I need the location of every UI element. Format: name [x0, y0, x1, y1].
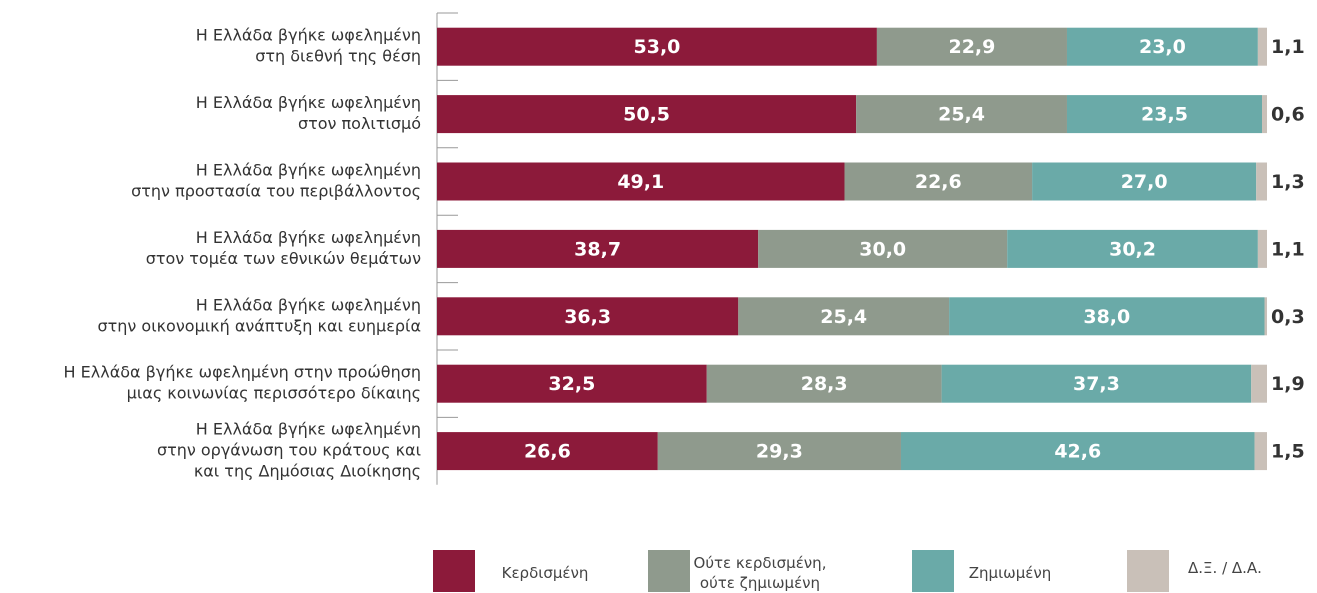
category-label: Η Ελλάδα βγήκε ωφελημένη	[196, 420, 421, 439]
value-label: 1,5	[1271, 441, 1305, 463]
value-label: 53,0	[634, 36, 681, 58]
value-label: 23,5	[1141, 104, 1188, 126]
bar-segment	[657, 432, 901, 471]
category-label: στην προστασία του περιβάλλοντος	[131, 182, 421, 201]
bar-segment	[437, 297, 739, 336]
bar-segment	[1066, 95, 1263, 134]
bar-segment	[1257, 229, 1267, 268]
bar-segment	[856, 95, 1067, 134]
legend-swatch	[912, 550, 954, 592]
value-label: 1,9	[1271, 373, 1305, 395]
bar-segment	[1254, 432, 1267, 471]
bar-segment	[876, 27, 1067, 66]
value-label: 36,3	[564, 306, 611, 328]
value-label: 25,4	[820, 306, 867, 328]
category-label: Η Ελλάδα βγήκε ωφελημένη	[196, 161, 421, 180]
bar-segment	[941, 364, 1252, 403]
category-label: στον τομέα των εθνικών θεμάτων	[146, 249, 421, 268]
bar-segment	[437, 95, 857, 134]
bar-segment	[1007, 229, 1258, 268]
value-label: 25,4	[938, 104, 985, 126]
category-label: Η Ελλάδα βγήκε ωφελημένη	[196, 93, 421, 112]
category-label: στον πολιτισμό	[298, 114, 421, 133]
bar-segment	[1264, 297, 1267, 336]
category-label: στη διεθνή της θέση	[255, 47, 421, 66]
bar-segment	[1032, 162, 1257, 201]
category-label: στην οργάνωση του κράτους και	[157, 441, 421, 460]
value-label: 1,1	[1271, 238, 1305, 260]
bar-segment	[758, 229, 1008, 268]
value-label: 23,0	[1139, 36, 1186, 58]
category-label: μιας κοινωνίας περισσότερο δίκαιης	[127, 384, 421, 403]
value-label: 27,0	[1121, 171, 1168, 193]
value-label: 1,3	[1271, 171, 1305, 193]
category-label: Η Ελλάδα βγήκε ωφελημένη	[196, 228, 421, 247]
value-label: 38,0	[1083, 306, 1130, 328]
bar-segment	[1262, 95, 1267, 134]
bar-segment	[1257, 27, 1267, 66]
value-label: 0,6	[1271, 104, 1305, 126]
legend-label: Δ.Ξ. / Δ.Α.	[1188, 559, 1262, 577]
value-label: 38,7	[574, 238, 621, 260]
value-label: 30,0	[859, 238, 906, 260]
category-label: Η Ελλάδα βγήκε ωφελημένη στην προώθηση	[64, 363, 421, 382]
value-label: 49,1	[617, 171, 664, 193]
value-label: 30,2	[1109, 238, 1156, 260]
bar-segment	[738, 297, 950, 336]
category-label: στην οικονομική ανάπτυξη και ευημερία	[97, 316, 421, 335]
bar-segment	[437, 364, 707, 403]
bar-segment	[949, 297, 1265, 336]
bar-segment	[900, 432, 1255, 471]
value-label: 28,3	[801, 373, 848, 395]
bar-segment	[437, 27, 877, 66]
bar-segment	[437, 162, 845, 201]
category-label: Η Ελλάδα βγήκε ωφελημένη	[196, 26, 421, 45]
bar-segment	[706, 364, 942, 403]
legend-label: Ούτε κερδισμένη, ούτε ζημιωμένη	[693, 554, 827, 592]
value-label: 42,6	[1054, 441, 1101, 463]
value-label: 37,3	[1073, 373, 1120, 395]
category-label: και της Δημόσιας Διοίκησης	[194, 462, 421, 481]
bar-segment	[844, 162, 1033, 201]
value-label: 22,9	[948, 36, 995, 58]
value-label: 32,5	[548, 373, 595, 395]
value-label: 26,6	[524, 441, 571, 463]
value-label: 29,3	[756, 441, 803, 463]
legend-swatch	[1127, 550, 1169, 592]
value-label: 22,6	[915, 171, 962, 193]
bar-segment	[437, 229, 759, 268]
legend-label: Κερδισμένη	[501, 564, 589, 582]
bar-segment	[1251, 364, 1267, 403]
value-label: 0,3	[1271, 306, 1305, 328]
legend-swatch	[433, 550, 475, 592]
bar-segment	[1256, 162, 1267, 201]
value-label: 1,1	[1271, 36, 1305, 58]
category-label: Η Ελλάδα βγήκε ωφελημένη	[196, 295, 421, 314]
bar-segment	[1066, 27, 1258, 66]
bar-segment	[437, 432, 658, 471]
legend-label: Ζημιωμένη	[968, 564, 1052, 582]
value-label: 50,5	[623, 104, 670, 126]
legend-swatch	[648, 550, 690, 592]
